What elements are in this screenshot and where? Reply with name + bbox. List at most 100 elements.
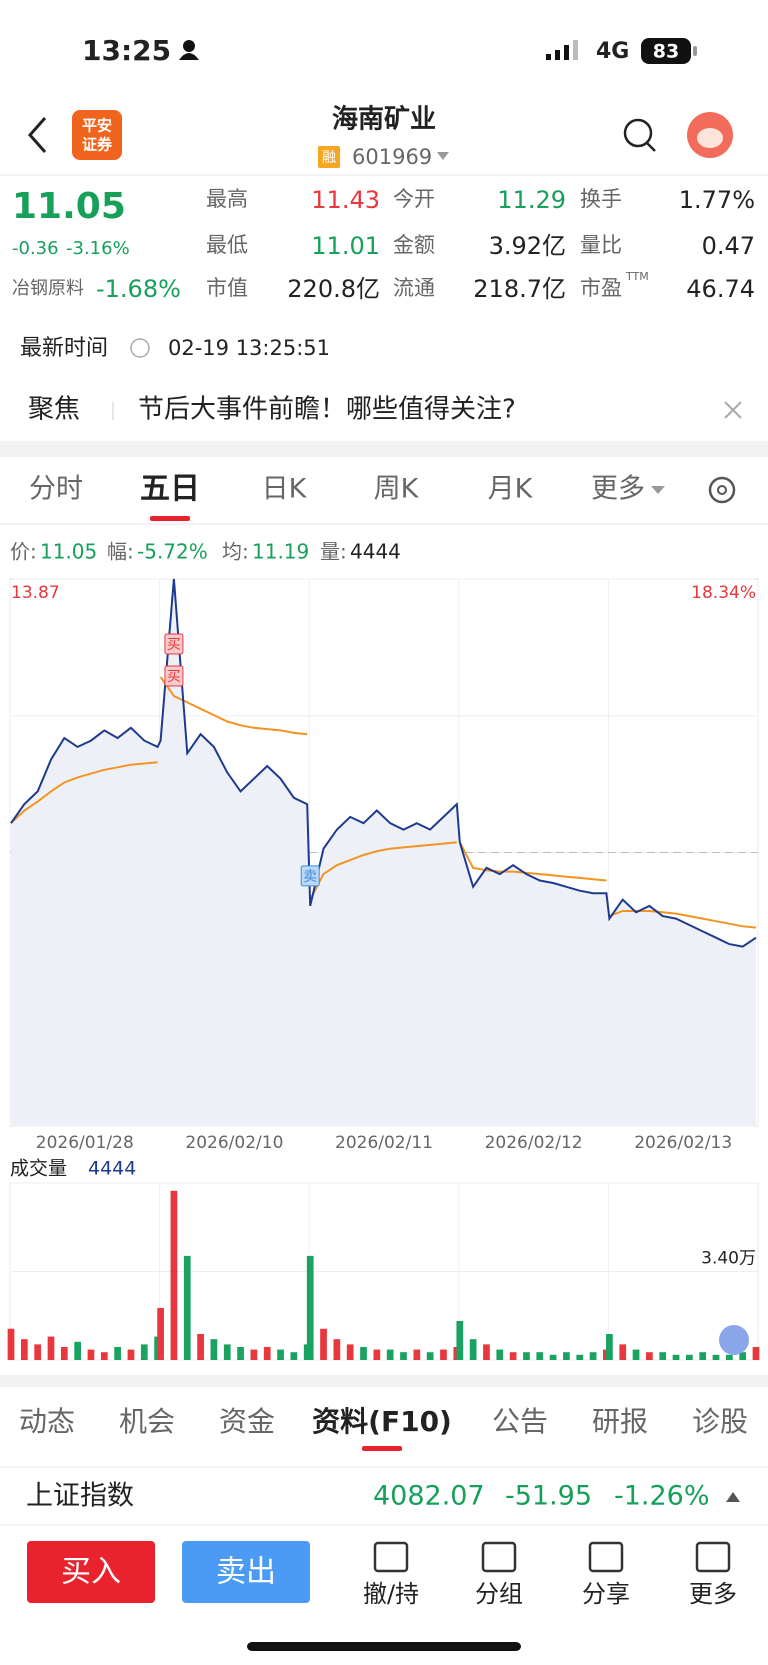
- x-tick-label: 2026/02/10: [185, 1133, 283, 1153]
- bottom-tab[interactable]: 机会: [119, 1405, 175, 1438]
- volume-bar: [549, 1354, 557, 1360]
- stat-label: 换手: [580, 187, 622, 211]
- y-tick-label: 13.87: [11, 583, 60, 603]
- volume-bar: [170, 1190, 178, 1360]
- buy-label: 买入: [61, 1555, 121, 1590]
- volume-bar: [496, 1349, 504, 1360]
- volume-bar: [290, 1352, 298, 1360]
- battery-level: 83: [653, 41, 679, 63]
- close-button[interactable]: [724, 401, 742, 419]
- trade-mark: [164, 665, 184, 687]
- change-pct: -3.16%: [66, 238, 130, 259]
- expand-button[interactable]: [719, 1325, 749, 1355]
- margin-tag-text: 融: [322, 150, 336, 166]
- bottom-tab[interactable]: 资料(F10): [312, 1405, 452, 1438]
- volume-bar: [739, 1352, 747, 1360]
- info-value: 4444: [350, 540, 401, 564]
- average-line: [10, 761, 158, 824]
- person-icon: [183, 40, 195, 52]
- volume-bar: [469, 1339, 477, 1360]
- bottom-tab[interactable]: 公告: [492, 1405, 548, 1438]
- volume-bar: [237, 1346, 244, 1360]
- logo-text: 证券: [82, 136, 113, 154]
- update-time: 02-19 13:25:51: [168, 336, 330, 360]
- chart-tab[interactable]: 月K: [488, 474, 534, 505]
- volume-bar: [47, 1336, 55, 1360]
- buy-button[interactable]: [27, 1541, 155, 1603]
- broker-logo[interactable]: [72, 110, 122, 160]
- focus-text[interactable]: 节后大事件前瞻！哪些值得关注?: [138, 395, 516, 425]
- volume-bar: [60, 1346, 68, 1360]
- volume-bar: [440, 1349, 447, 1360]
- chart-tab[interactable]: 五日: [140, 472, 200, 507]
- stat-value: 3.92亿: [489, 232, 566, 260]
- trade-mark: [300, 865, 320, 887]
- info-value: 11.19: [252, 540, 309, 564]
- bottom-tab[interactable]: 资金: [219, 1405, 275, 1438]
- volume-bar: [263, 1346, 271, 1360]
- bottom-tab[interactable]: 研报: [592, 1405, 648, 1438]
- chart-tab[interactable]: 分时: [29, 474, 83, 505]
- bottom-tab[interactable]: 诊股: [692, 1405, 748, 1438]
- search-button[interactable]: [623, 118, 653, 148]
- chart-tab[interactable]: 日K: [262, 474, 308, 505]
- stat-label: 最高: [206, 187, 248, 211]
- volume-bar: [413, 1349, 421, 1360]
- volume-bar: [333, 1339, 341, 1360]
- stats: 最高 11.43 今开 11.29 换手 1.77% 最低 11.01 金额 3.92亿 量比 0.4…: [206, 186, 755, 303]
- volume-bar: [400, 1352, 407, 1360]
- tool-icon[interactable]: [481, 1541, 517, 1573]
- settings-button[interactable]: [708, 476, 736, 504]
- volume-bar: [426, 1352, 434, 1360]
- index-expand[interactable]: [726, 1492, 740, 1502]
- tool-icon[interactable]: [588, 1541, 624, 1573]
- volume-bar: [712, 1354, 720, 1360]
- active-underline: [362, 1446, 402, 1451]
- change: -0.36: [12, 238, 59, 259]
- active-underline: [150, 516, 190, 521]
- volume-bar: [306, 1255, 314, 1360]
- stat-value: 220.8亿: [287, 275, 380, 303]
- stat-label: 量比: [580, 233, 622, 257]
- volume-bar: [223, 1344, 231, 1360]
- back-button[interactable]: [27, 117, 47, 153]
- x-tick-label: 2026/02/12: [485, 1133, 583, 1153]
- price-area: [11, 579, 756, 1126]
- logo-text: 平安: [82, 117, 112, 135]
- x-tick-label: 2026/02/13: [634, 1133, 732, 1153]
- sell-button[interactable]: [182, 1541, 310, 1603]
- index-change: -51.95: [505, 1481, 592, 1512]
- volume-bar: [699, 1352, 707, 1360]
- volume-chart: 成交量 4444 3.40万: [7, 1158, 760, 1361]
- stat-label: 流通: [393, 276, 435, 300]
- volume-bar: [672, 1354, 680, 1360]
- code-dropdown[interactable]: [437, 152, 449, 160]
- volume-bar: [606, 1333, 613, 1360]
- stat-value: 11.29: [497, 186, 566, 214]
- stat-label: 金额: [393, 233, 435, 257]
- info-icon[interactable]: [130, 338, 150, 358]
- volume-current: 4444: [88, 1158, 136, 1180]
- tool-icon[interactable]: [373, 1541, 409, 1573]
- average-line: [309, 841, 457, 901]
- sell-label: 卖出: [216, 1555, 276, 1590]
- volume-bar: [20, 1339, 28, 1360]
- bottom-tabs: 动态 机会 资金 资料(F10) 公告 研报 诊股: [19, 1405, 748, 1451]
- stat-value: 1.77%: [679, 186, 755, 214]
- chart-tab[interactable]: 更多: [591, 474, 645, 505]
- tool-icon[interactable]: [695, 1541, 731, 1573]
- volume-bar: [157, 1307, 164, 1360]
- chart-tab[interactable]: 周K: [374, 474, 420, 505]
- info-value: 11.05: [40, 540, 97, 564]
- margin-tag: [318, 146, 340, 168]
- bottom-tab[interactable]: 动态: [19, 1405, 75, 1438]
- volume-bar: [536, 1352, 544, 1360]
- info-row: 价: 11.05 幅: -5.72% 均: 11.19 量: 4444: [10, 540, 401, 564]
- x-tick-label: 2026/02/11: [335, 1133, 433, 1153]
- price-chart: 13.8711.729.5718.34%-18.34%2026/01/28202…: [9, 578, 759, 1153]
- volume-bar: [589, 1352, 597, 1360]
- volume-bar: [7, 1328, 15, 1360]
- info-label: 均:: [222, 540, 249, 564]
